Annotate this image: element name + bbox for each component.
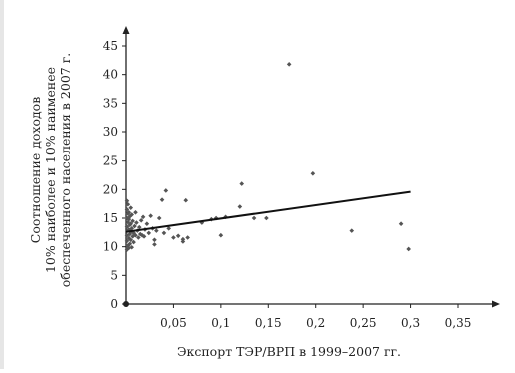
y-axis-arrow xyxy=(122,26,130,34)
data-point xyxy=(349,228,355,233)
data-point xyxy=(130,218,135,224)
data-point xyxy=(152,242,157,247)
axes xyxy=(122,26,500,308)
data-point xyxy=(128,205,134,210)
data-point xyxy=(127,231,133,237)
y-tick-label: 5 xyxy=(110,268,118,282)
data-point xyxy=(144,221,150,227)
data-point xyxy=(152,237,157,243)
data-point xyxy=(124,238,130,244)
y-tick-label: 30 xyxy=(103,125,118,139)
data-point xyxy=(126,245,132,251)
data-point xyxy=(148,213,153,219)
x-tick-label: 0,3 xyxy=(401,316,420,330)
x-tick-label: 0,25 xyxy=(350,316,377,330)
data-point xyxy=(131,230,136,236)
data-point xyxy=(129,226,134,231)
data-point xyxy=(163,188,169,193)
data-point xyxy=(125,243,131,248)
data-point xyxy=(134,220,139,225)
data-point xyxy=(137,231,143,237)
data-point xyxy=(154,228,159,233)
data-point xyxy=(124,232,130,238)
data-point xyxy=(239,181,245,186)
data-point xyxy=(128,237,134,243)
y-tick-label: 40 xyxy=(103,68,118,82)
x-axis-title: Экспорт ТЭР/ВРП в 1999–2007 гг. xyxy=(177,344,401,359)
data-point xyxy=(218,232,224,238)
data-point xyxy=(129,212,134,217)
data-point xyxy=(159,197,165,202)
data-point xyxy=(286,62,292,67)
x-tick-label: 0,05 xyxy=(160,316,187,330)
data-point xyxy=(237,204,243,209)
data-point xyxy=(128,221,134,227)
data-points xyxy=(124,62,411,252)
data-point xyxy=(127,241,133,247)
data-point xyxy=(180,239,186,244)
data-point xyxy=(310,170,316,176)
data-point xyxy=(251,215,257,221)
y-tick-label: 0 xyxy=(110,297,118,311)
data-point xyxy=(124,198,130,204)
data-point xyxy=(131,239,136,245)
x-tick-label: 0,35 xyxy=(445,316,472,330)
data-point xyxy=(183,197,189,203)
data-point xyxy=(166,226,171,231)
data-point xyxy=(146,230,152,236)
data-point xyxy=(133,232,138,238)
data-point xyxy=(132,223,137,229)
x-axis-ticks: 0,05 0,1 0,15 0,2 0,25 0,3 0,35 xyxy=(160,304,471,330)
data-point xyxy=(175,233,181,239)
data-point xyxy=(141,234,147,239)
x-tick-label: 0,1 xyxy=(211,316,230,330)
data-point xyxy=(140,214,146,220)
x-tick-label: 0,2 xyxy=(306,316,325,330)
data-point xyxy=(126,235,132,241)
data-point xyxy=(406,246,411,252)
y-axis-ticks: 0 5 10 15 20 25 30 35 40 45 xyxy=(103,39,126,311)
data-point xyxy=(125,201,131,207)
x-tick-label: 0,15 xyxy=(255,316,282,330)
data-point xyxy=(138,217,144,223)
data-point xyxy=(139,232,145,238)
y-tick-label: 15 xyxy=(103,211,118,225)
data-point xyxy=(124,224,130,229)
y-axis-title: Соотношение доходов 10% наиболее и 10% н… xyxy=(28,53,73,287)
y-tick-label: 25 xyxy=(103,154,118,168)
data-point xyxy=(398,221,404,227)
data-point xyxy=(133,209,138,215)
data-point xyxy=(126,209,132,215)
data-point xyxy=(161,230,167,236)
trendline xyxy=(125,190,411,233)
x-axis-arrow xyxy=(492,300,500,308)
y-axis-title-line-2: 10% наиболее и 10% наименее xyxy=(43,67,58,273)
y-axis-title-line-3: обеспеченного населения в 2007 г. xyxy=(58,53,73,287)
y-tick-label: 45 xyxy=(103,39,118,53)
left-border xyxy=(0,0,4,369)
data-point xyxy=(124,247,130,252)
data-point xyxy=(136,235,141,240)
data-point xyxy=(156,215,162,221)
data-point xyxy=(130,234,135,239)
data-point xyxy=(129,244,134,250)
data-point xyxy=(264,215,269,221)
y-tick-label: 20 xyxy=(103,182,118,196)
data-point xyxy=(171,235,176,240)
trendline-line xyxy=(125,190,411,233)
y-tick-label: 35 xyxy=(103,96,118,110)
y-axis-title-line-1: Соотношение доходов xyxy=(28,97,43,244)
data-point xyxy=(185,235,190,240)
data-point xyxy=(136,224,142,230)
data-point xyxy=(126,227,132,232)
data-point xyxy=(124,207,130,212)
y-tick-label: 10 xyxy=(103,240,118,254)
